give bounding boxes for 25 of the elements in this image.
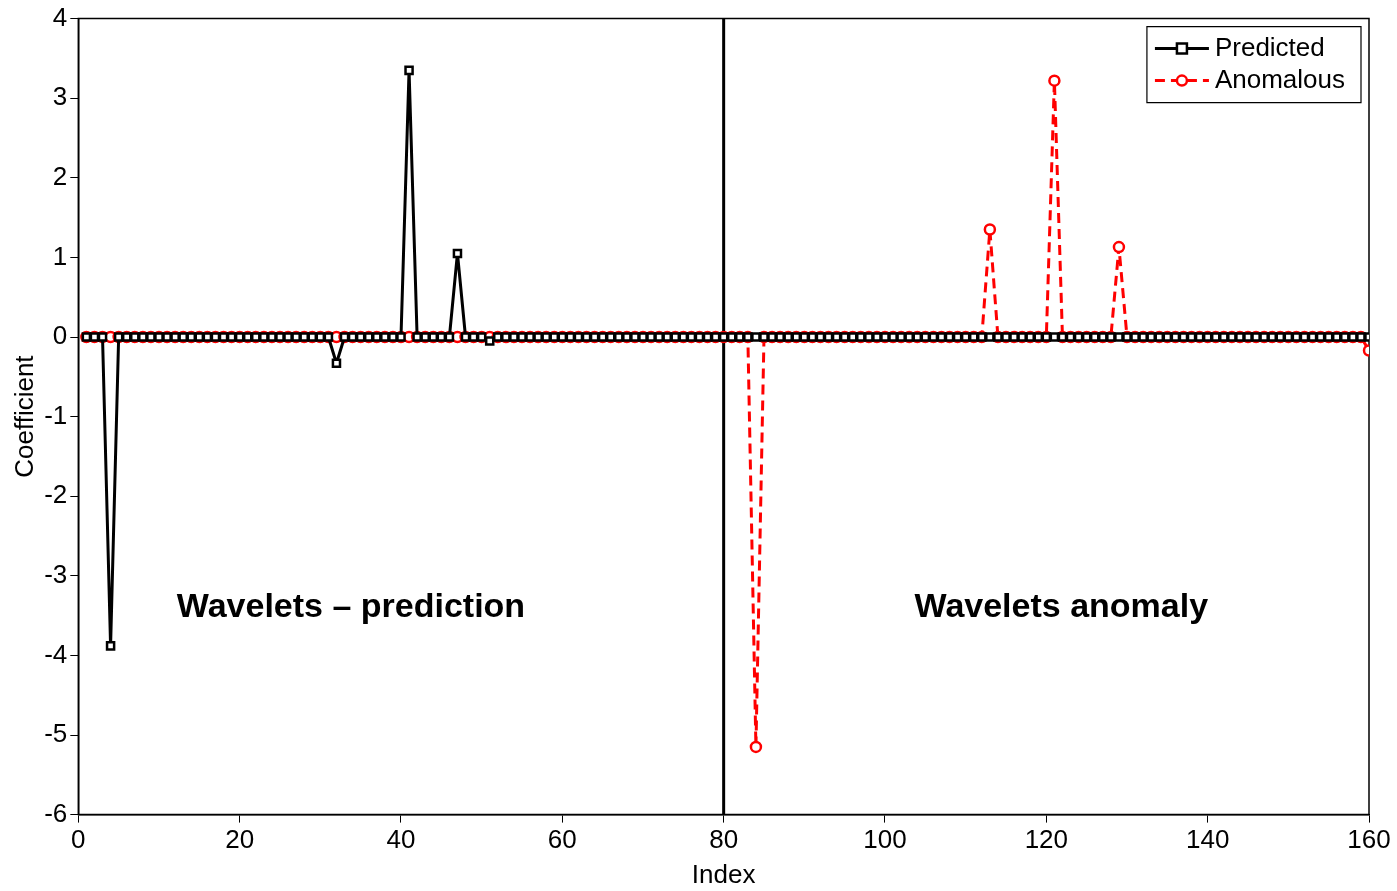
y-tick-label: -6 (44, 797, 68, 828)
annotation: Wavelets anomaly (914, 586, 1209, 625)
x-tick-label: 40 (386, 824, 416, 855)
y-tick-label: -3 (44, 558, 68, 589)
y-tick-label: 4 (52, 1, 68, 32)
y-tick-label: -1 (44, 399, 68, 430)
legend-label: Predicted (1214, 31, 1325, 62)
y-axis-title: Coefficient (8, 354, 39, 478)
annotation: Wavelets – prediction (176, 586, 526, 625)
x-tick-label: 60 (547, 824, 577, 855)
y-tick-label: -5 (44, 718, 68, 749)
x-tick-label: 20 (225, 824, 255, 855)
y-tick-label: 0 (52, 320, 68, 351)
legend-label: Anomalous (1214, 63, 1345, 94)
y-tick-label: 2 (52, 160, 68, 191)
y-tick-label: -4 (44, 638, 68, 669)
x-tick-label: 80 (709, 824, 739, 855)
x-tick-label: 140 (1185, 824, 1230, 855)
x-tick-label: 160 (1347, 824, 1391, 855)
y-tick-label: -2 (44, 479, 68, 510)
x-tick-label: 100 (863, 824, 907, 855)
x-axis-title: Index (691, 858, 756, 889)
y-tick-label: 1 (52, 240, 68, 271)
x-tick-label: 120 (1024, 824, 1069, 855)
y-tick-label: 3 (52, 81, 68, 112)
